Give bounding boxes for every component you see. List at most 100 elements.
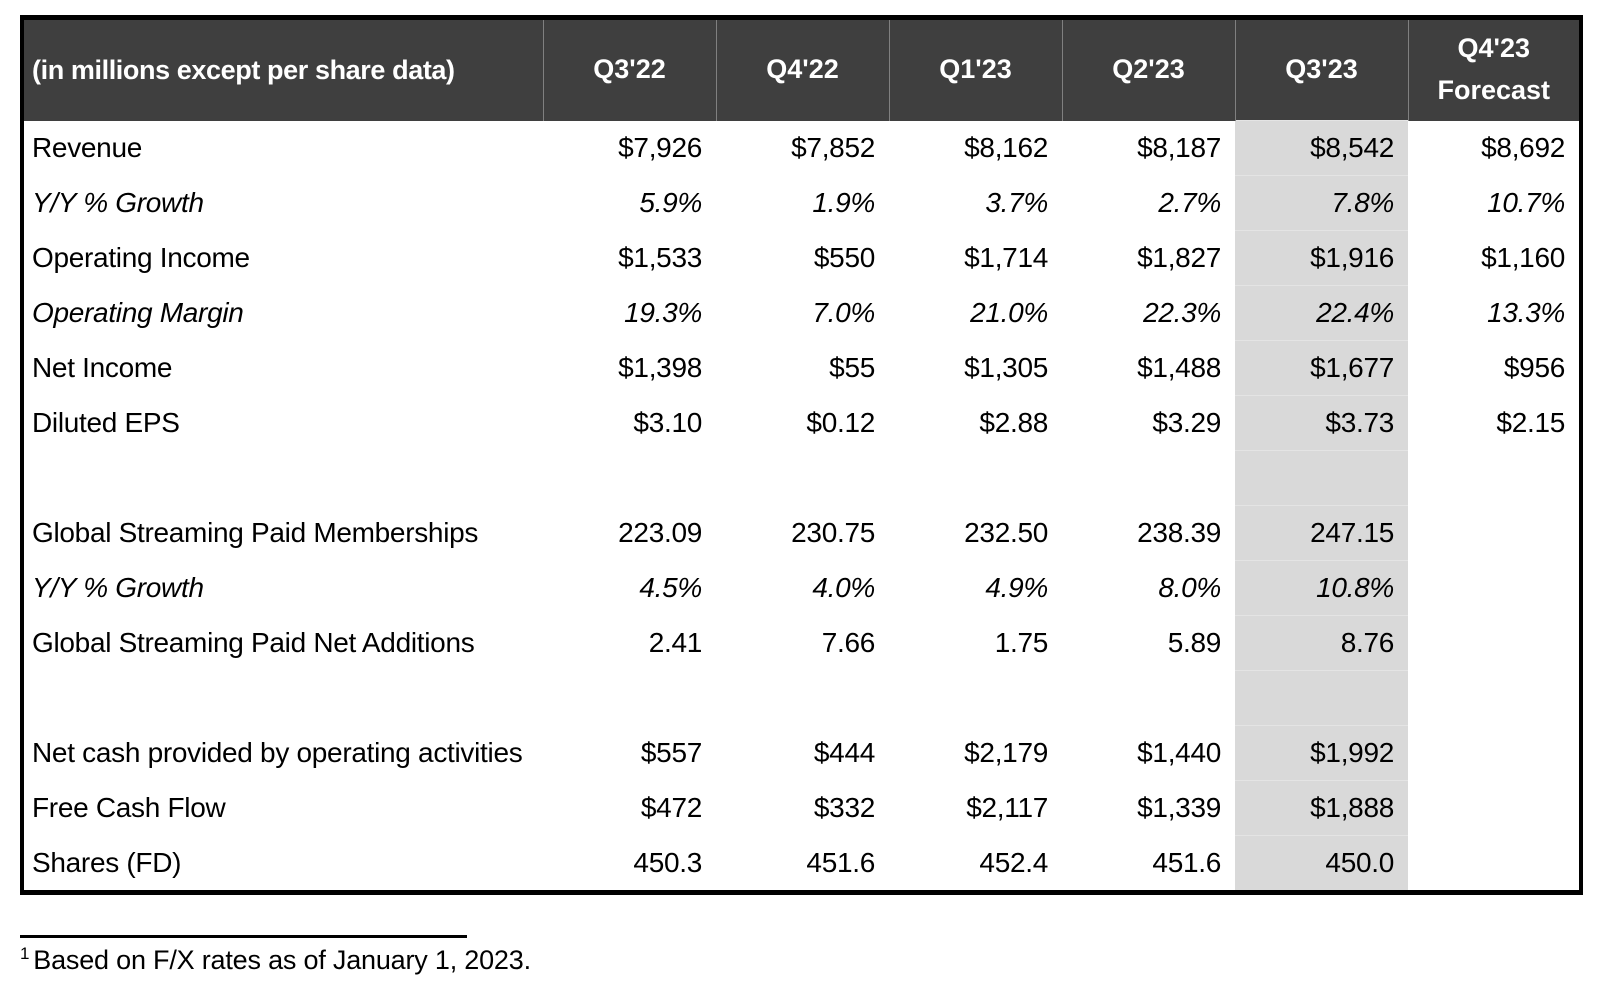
value-cell: 22.3% xyxy=(1143,297,1221,328)
value-cell: $550 xyxy=(813,242,875,273)
column-header-q4-23-forecast: Q4'23 Forecast xyxy=(1407,17,1581,121)
value-cell xyxy=(1408,561,1581,616)
value-cell xyxy=(716,671,889,726)
value-cell: 452.4 xyxy=(979,846,1048,878)
value-cell-highlighted: $8,542 xyxy=(1235,120,1408,176)
table-row: Diluted EPS $3.10 $0.12 $2.88 $3.29 $3.73 $2.1… xyxy=(22,395,1581,451)
value-cell: 13.3% xyxy=(1487,297,1565,328)
value-cell-highlighted xyxy=(1235,670,1408,726)
value-cell xyxy=(1062,451,1235,506)
value-cell: $8,187 xyxy=(1137,132,1221,163)
footnote: 1 Based on F/X rates as of January 1, 202… xyxy=(20,944,531,976)
column-header-q3-22: Q3'22 xyxy=(542,17,716,121)
value-cell: $1,160 xyxy=(1481,242,1565,273)
row-label xyxy=(22,671,543,726)
value-cell: 3.7% xyxy=(985,187,1048,218)
value-cell: 4.0% xyxy=(812,572,875,603)
value-cell-highlighted: $1,677 xyxy=(1235,340,1408,396)
value-cell: 230.75 xyxy=(791,517,875,548)
table-row: Global Streaming Paid Net Additions 2.41 7… xyxy=(22,615,1581,671)
table-row: Revenue $7,926 $7,852 $8,162 $8,187 $8,542 $8,… xyxy=(22,120,1581,176)
value-cell: 19.3% xyxy=(624,297,702,328)
row-label: Shares (FD) xyxy=(32,846,182,878)
table-row: Y/Y % Growth 4.5% 4.0% 4.9% 8.0% 10.8% xyxy=(22,560,1581,616)
value-cell: 4.9% xyxy=(985,572,1048,603)
table-row: Operating Income $1,533 $550 $1,714 $1,827 $1… xyxy=(22,230,1581,286)
value-cell-highlighted xyxy=(1235,450,1408,506)
value-cell: $444 xyxy=(813,737,875,768)
value-cell: 21.0% xyxy=(970,297,1048,328)
row-label: Free Cash Flow xyxy=(32,792,226,823)
row-label xyxy=(22,451,543,506)
value-cell: 451.6 xyxy=(806,846,875,878)
value-cell: 5.9% xyxy=(639,187,702,218)
value-cell: 7.0% xyxy=(812,297,875,328)
row-label: Diluted EPS xyxy=(32,407,180,438)
value-cell xyxy=(543,671,716,726)
value-cell: 232.50 xyxy=(964,517,1048,548)
value-cell: $2.88 xyxy=(979,407,1048,438)
value-cell: 8.0% xyxy=(1158,572,1221,603)
value-cell xyxy=(1408,726,1581,781)
value-cell xyxy=(1062,671,1235,726)
value-cell xyxy=(889,671,1062,726)
spacer-row xyxy=(22,670,1581,726)
value-cell xyxy=(1408,451,1581,506)
value-cell: $1,305 xyxy=(964,352,1048,383)
value-cell: $2.15 xyxy=(1496,407,1565,438)
table-row: Free Cash Flow $472 $332 $2,117 $1,339 $1,888 xyxy=(22,780,1581,836)
value-cell: 451.6 xyxy=(1152,846,1221,878)
row-label: Global Streaming Paid Net Additions xyxy=(32,627,475,658)
value-cell: $1,714 xyxy=(964,242,1048,273)
value-cell xyxy=(543,451,716,506)
value-cell xyxy=(716,451,889,506)
table-row: Operating Margin 19.3% 7.0% 21.0% 22.3% 22.4%… xyxy=(22,285,1581,341)
financial-summary-table: (in millions except per share data) Q3'2… xyxy=(20,15,1583,895)
table-row: Global Streaming Paid Memberships 223.09 2… xyxy=(22,505,1581,561)
column-header-q3-23: Q3'23 xyxy=(1234,17,1408,121)
table-row: Shares (FD) 450.3 451.6 452.4 451.6 450.0 xyxy=(22,835,1581,893)
table-row: Net Income $1,398 $55 $1,305 $1,488 $1,677 $95… xyxy=(22,340,1581,396)
table-corner-label: (in millions except per share data) xyxy=(22,17,543,121)
column-header-q4-22: Q4'22 xyxy=(715,17,889,121)
value-cell: 2.41 xyxy=(648,627,703,658)
value-cell: $1,827 xyxy=(1137,242,1221,273)
value-cell: $2,117 xyxy=(966,792,1048,823)
value-cell: $55 xyxy=(829,352,875,383)
value-cell: $8,692 xyxy=(1481,132,1565,163)
value-cell: $3.29 xyxy=(1152,407,1221,438)
value-cell xyxy=(1408,671,1581,726)
value-cell xyxy=(1408,836,1581,893)
spacer-row xyxy=(22,450,1581,506)
value-cell xyxy=(1408,506,1581,561)
column-header-q1-23: Q1'23 xyxy=(888,17,1062,121)
value-cell-highlighted: 10.8% xyxy=(1235,560,1408,616)
value-cell: 223.09 xyxy=(618,517,702,548)
value-cell: $956 xyxy=(1503,352,1565,383)
value-cell: $1,440 xyxy=(1137,737,1221,768)
value-cell: $7,926 xyxy=(618,132,702,163)
footnote-text: Based on F/X rates as of January 1, 2023… xyxy=(33,945,531,975)
value-cell: 10.7% xyxy=(1487,187,1565,218)
value-cell: $1,339 xyxy=(1137,792,1221,823)
value-cell: 5.89 xyxy=(1167,627,1222,658)
row-label: Y/Y % Growth xyxy=(32,572,204,603)
value-cell-highlighted: 22.4% xyxy=(1235,285,1408,341)
value-cell: $557 xyxy=(640,737,702,768)
table-body: Revenue $7,926 $7,852 $8,162 $8,187 $8,542 $8,… xyxy=(22,120,1581,893)
table-row: Y/Y % Growth 5.9% 1.9% 3.7% 2.7% 7.8% 10.7% xyxy=(22,175,1581,231)
value-cell-highlighted: 450.0 xyxy=(1235,835,1408,893)
header-row: (in millions except per share data) Q3'2… xyxy=(22,17,1581,121)
value-cell: 2.7% xyxy=(1158,187,1221,218)
value-cell-highlighted: 8.76 xyxy=(1235,615,1408,671)
value-cell-highlighted: $1,916 xyxy=(1235,230,1408,286)
row-label: Operating Income xyxy=(32,242,250,273)
value-cell xyxy=(1408,616,1581,671)
value-cell: $8,162 xyxy=(964,132,1048,163)
row-label: Global Streaming Paid Memberships xyxy=(32,517,479,548)
value-cell xyxy=(1408,781,1581,836)
row-label: Operating Margin xyxy=(32,297,244,328)
value-cell: $2,179 xyxy=(964,737,1048,768)
value-cell-highlighted: 247.15 xyxy=(1235,505,1408,561)
value-cell: $0.12 xyxy=(806,407,875,438)
